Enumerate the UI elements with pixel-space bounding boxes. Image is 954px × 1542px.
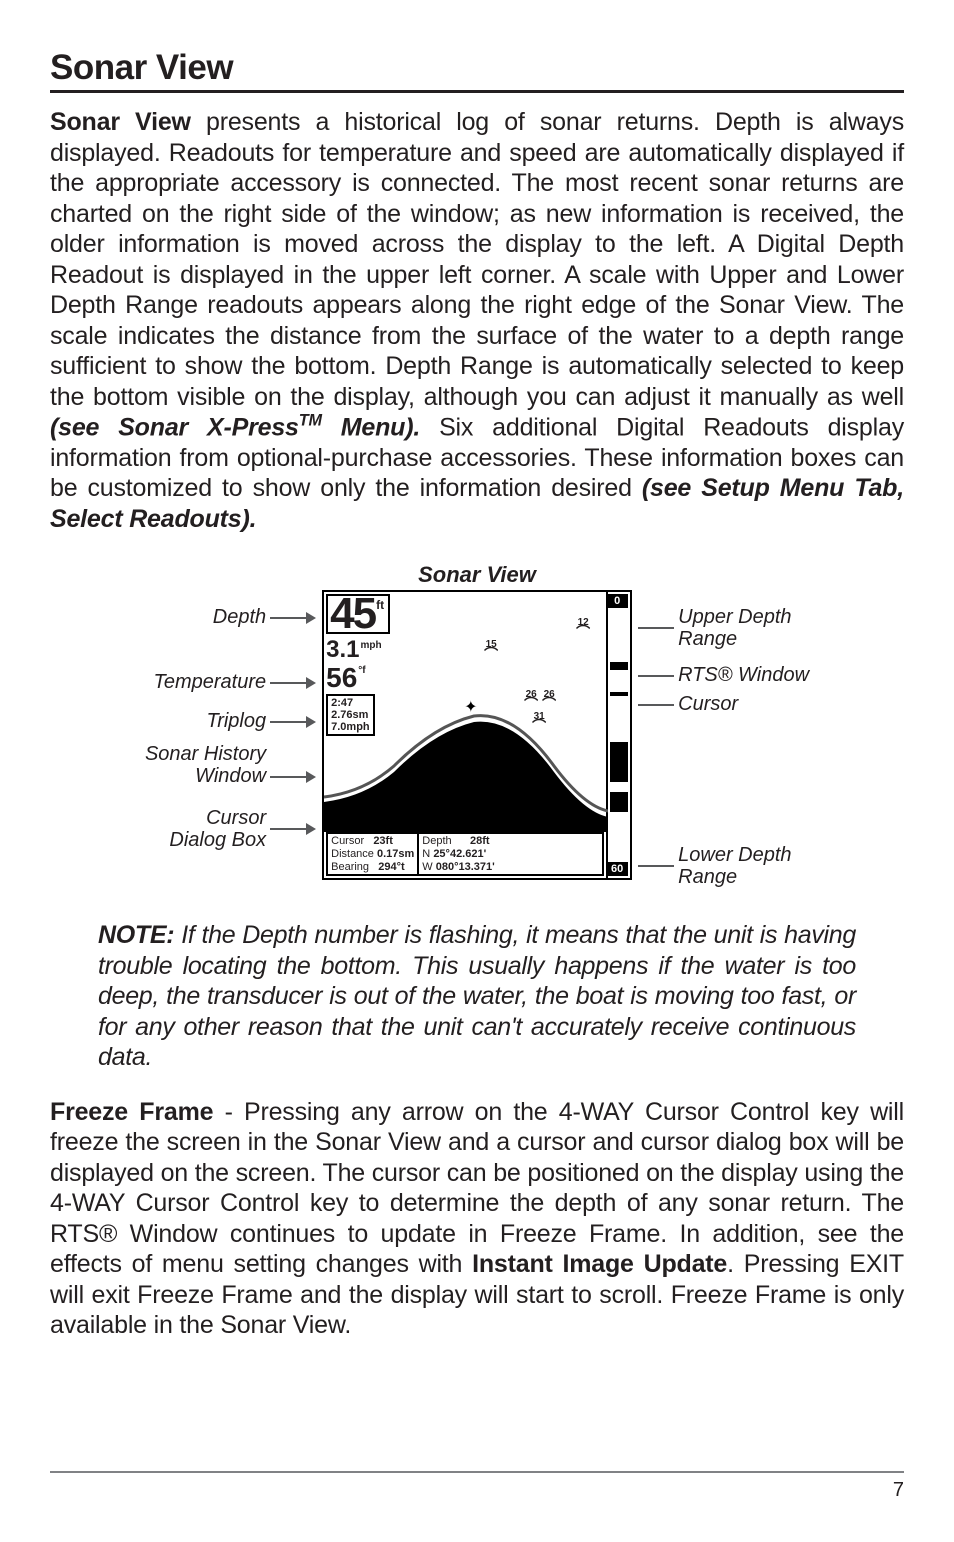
speed-readout: 3.1 mph [326, 636, 381, 664]
line-icon [638, 675, 674, 677]
label-history: Sonar HistoryWindow [145, 743, 266, 787]
upper-range-readout: 0 [606, 594, 628, 608]
fish-icon: 12⌒ [576, 618, 590, 637]
cursor-dialog: Cursor 23ft Distance 0.17sm Bearing 294°… [326, 832, 604, 876]
depth-readout: 45 ft [326, 594, 390, 634]
arrow-icon [270, 773, 316, 781]
footer-rule [50, 1471, 904, 1473]
rts-window: 0 60 [606, 592, 630, 878]
line-icon [638, 627, 674, 629]
cursor-crosshair-icon: ✦ [464, 697, 477, 717]
arrow-icon [270, 614, 316, 622]
fish-icon: 26⌒ [524, 690, 538, 709]
label-lower-range: Lower DepthRange [678, 844, 791, 888]
arrow-icon [270, 825, 316, 833]
section-heading: Sonar View [50, 48, 904, 93]
speed-value: 3.1 [326, 636, 359, 664]
lower-range-readout: 60 [606, 862, 628, 876]
figure-title: Sonar View [50, 562, 904, 588]
para2-lead: Freeze Frame [50, 1098, 213, 1126]
para1-bi1b: Menu). [322, 413, 420, 441]
label-rts: RTS® Window [678, 664, 809, 687]
page-number: 7 [50, 1479, 904, 1502]
label-cursor-box: CursorDialog Box [169, 807, 266, 851]
label-depth: Depth [213, 606, 266, 629]
depth-value: 45 [330, 596, 375, 632]
fish-icon: 26⌒ [542, 690, 556, 709]
speed-unit: mph [361, 640, 382, 651]
figure-left-labels: Depth Temperature Triplog Sonar HistoryW… [145, 590, 320, 851]
arrow-icon [270, 718, 316, 726]
fish-icon: 15⌒ [484, 640, 498, 659]
para1-lead: Sonar View [50, 108, 191, 136]
label-cursor: Cursor [678, 693, 738, 716]
note-body: If the Depth number is flashing, it mean… [98, 921, 856, 1071]
sonar-screen: 0 60 45 ft 3.1 mph 56 °f 2:47 2.76sm [322, 590, 632, 880]
para1-bi1: (see Sonar X-Press [50, 413, 299, 441]
note-lead: NOTE: [98, 921, 174, 949]
para1-rest: presents a historical log of sonar retur… [50, 108, 904, 411]
paragraph-2: Freeze Frame - Pressing any arrow on the… [50, 1097, 904, 1341]
label-temperature: Temperature [153, 671, 266, 694]
fish-icon: 31⌒ [532, 712, 546, 731]
para1-tm: TM [299, 412, 322, 430]
line-icon [638, 865, 674, 867]
paragraph-1: Sonar View presents a historical log of … [50, 107, 904, 534]
temp-value: 56 [326, 662, 357, 694]
figure-right-labels: Upper DepthRange RTS® Window Cursor Lowe… [634, 590, 809, 888]
line-icon [638, 704, 674, 706]
sonar-bottom-shape [324, 702, 608, 832]
para2-bold: Instant Image Update [472, 1250, 727, 1278]
figure: Sonar View Depth Temperature Triplog Son… [50, 562, 904, 888]
label-triplog: Triplog [206, 710, 266, 733]
depth-unit: ft [376, 598, 384, 612]
label-upper-range: Upper DepthRange [678, 606, 791, 650]
note-block: NOTE: If the Depth number is flashing, i… [98, 920, 856, 1073]
temp-unit: °f [358, 665, 365, 676]
temp-readout: 56 °f [326, 662, 366, 694]
arrow-icon [270, 679, 316, 687]
